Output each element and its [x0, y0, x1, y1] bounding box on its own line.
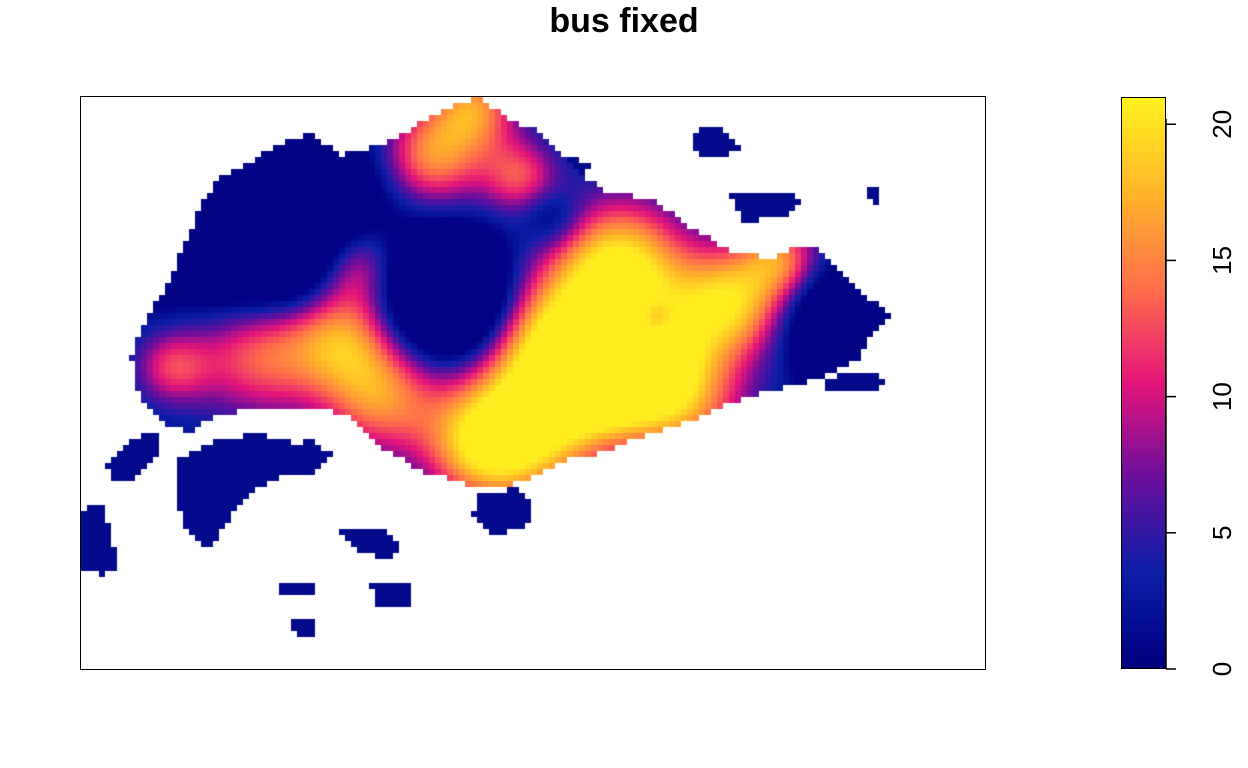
colorbar-ticks: 0 5 10 15 20 — [1165, 110, 1237, 676]
heatmap-raster — [81, 97, 985, 669]
chart-title: bus fixed — [549, 2, 699, 40]
colorbar-tick-label-10: 10 — [1207, 382, 1237, 411]
colorbar-tick-label-0: 0 — [1207, 662, 1237, 676]
colorbar-tick-label-20: 20 — [1207, 110, 1237, 139]
colorbar-tick-label-15: 15 — [1207, 246, 1237, 275]
map-plot-area — [80, 96, 986, 670]
colorbar-tick-label-5: 5 — [1207, 526, 1237, 540]
